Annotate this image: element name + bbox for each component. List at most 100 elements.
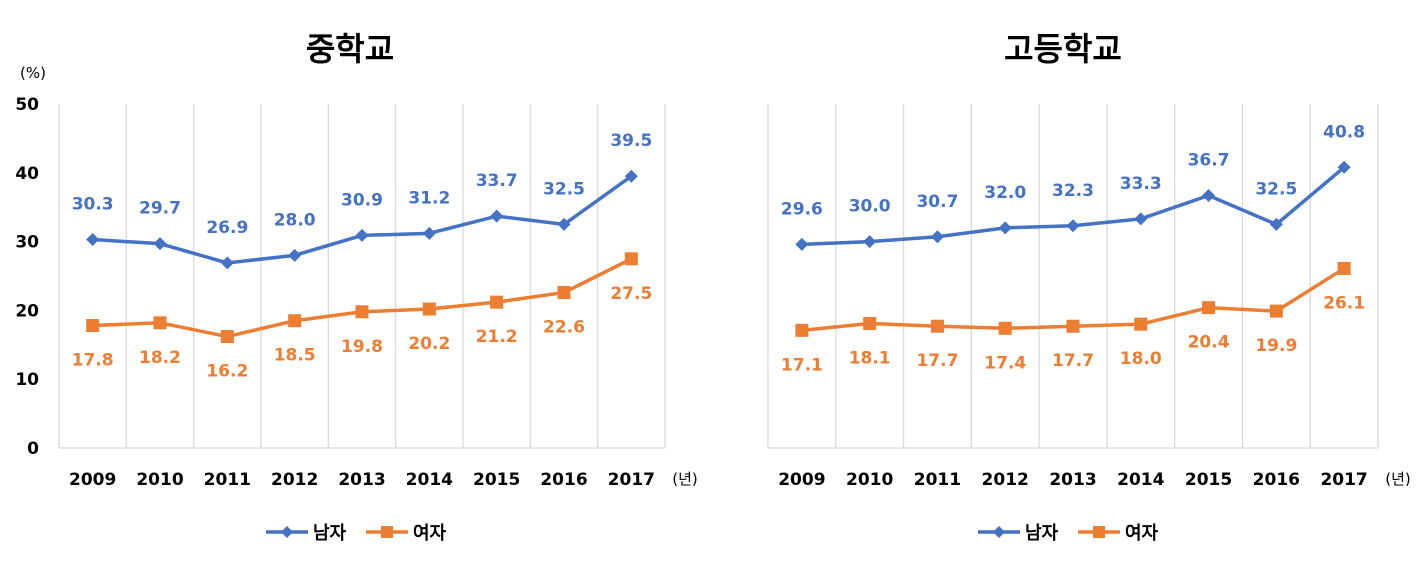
x-tick-label: 2014 (1117, 470, 1164, 490)
legend-label: 여자 (413, 523, 447, 544)
data-label: 26.9 (206, 218, 248, 238)
data-label: 29.6 (781, 199, 823, 219)
x-tick-label: 2009 (778, 470, 825, 490)
legend: 남자 여자 (978, 523, 1159, 544)
x-tick-label: 2017 (1320, 470, 1367, 490)
x-tick-label: 2017 (608, 470, 655, 490)
data-point-male (930, 230, 944, 244)
data-label: 28.0 (274, 210, 316, 230)
data-label: 18.1 (849, 348, 891, 368)
data-point-male (557, 217, 571, 231)
x-tick-label: 2011 (914, 470, 961, 490)
x-tick-label: 2012 (271, 470, 318, 490)
legend: 남자 여자 (266, 523, 447, 544)
data-label: 32.5 (543, 179, 585, 199)
x-tick-label: 2015 (473, 470, 520, 490)
data-label: 17.8 (72, 351, 114, 371)
data-point-female (86, 319, 100, 333)
data-point-female (998, 321, 1012, 335)
data-point-male (1066, 219, 1080, 233)
data-point-male (355, 228, 369, 242)
data-point-male (86, 233, 100, 247)
data-label: 18.0 (1120, 349, 1162, 369)
data-point-male (1202, 189, 1216, 203)
data-label: 32.0 (984, 183, 1026, 203)
x-tick-label: 2010 (136, 470, 183, 490)
data-label: 18.5 (274, 346, 316, 366)
data-point-female (1134, 317, 1148, 331)
data-point-female (153, 316, 167, 330)
y-tick-label: 0 (27, 439, 39, 459)
data-point-female (1337, 261, 1351, 275)
x-tick-label: 2012 (982, 470, 1029, 490)
data-label: 20.4 (1188, 333, 1230, 353)
data-label: 30.7 (916, 192, 958, 212)
data-point-male (153, 237, 167, 251)
data-point-female (1066, 319, 1080, 333)
data-point-female (355, 305, 369, 319)
data-point-male (624, 169, 638, 183)
chart-1: 중학교 0 10 20 30 40 50 (%) 2009 2010 2011 2012 2013 201… (15, 30, 697, 544)
data-point-female (557, 286, 571, 300)
data-point-female (220, 330, 234, 344)
y-tick-label: 40 (15, 164, 39, 184)
data-point-male (422, 226, 436, 240)
y-axis-unit: (%) (20, 64, 46, 82)
data-label: 33.7 (476, 171, 518, 191)
x-tick-label: 2013 (1049, 470, 1096, 490)
data-label: 17.7 (1052, 351, 1094, 371)
data-label: 29.7 (139, 199, 181, 219)
legend-marker-square (381, 526, 393, 538)
data-point-male (795, 237, 809, 251)
x-tick-label: 2011 (204, 470, 251, 490)
data-label: 32.3 (1052, 181, 1094, 201)
chart-title: 고등학교 (1004, 30, 1122, 68)
data-label: 21.2 (476, 327, 518, 347)
y-tick-label: 30 (15, 233, 39, 253)
data-point-female (288, 314, 302, 328)
data-label: 31.2 (408, 188, 450, 208)
data-label: 20.2 (408, 334, 450, 354)
legend-label: 여자 (1125, 523, 1159, 544)
data-label: 22.6 (543, 318, 585, 338)
data-point-female (930, 319, 944, 333)
data-label: 19.9 (1255, 336, 1297, 356)
data-point-female (863, 316, 877, 330)
data-label: 39.5 (610, 131, 652, 151)
y-tick-label: 20 (15, 301, 39, 321)
data-point-female (1269, 304, 1283, 318)
chart-2: 고등학교 2009 2010 2011 2012 2013 2014 2015 2016 2017… (767, 30, 1411, 544)
data-point-male (1337, 160, 1351, 174)
data-label: 33.3 (1120, 174, 1162, 194)
data-label: 30.9 (341, 190, 383, 210)
data-label: 36.7 (1188, 151, 1230, 171)
x-tick-label: 2016 (540, 470, 587, 490)
legend-label: 남자 (1025, 523, 1059, 544)
data-point-male (220, 256, 234, 270)
x-tick-label: 2015 (1185, 470, 1232, 490)
data-label: 30.0 (849, 197, 891, 217)
data-point-female (490, 295, 504, 309)
chart-title: 중학교 (306, 30, 394, 68)
data-label: 17.1 (781, 355, 823, 375)
data-point-male (863, 235, 877, 249)
x-axis-unit: (년) (1385, 470, 1411, 488)
data-point-male (490, 209, 504, 223)
y-tick-label: 10 (15, 370, 39, 390)
data-point-female (1202, 301, 1216, 315)
y-tick-label: 50 (15, 95, 39, 115)
data-label: 40.8 (1323, 122, 1365, 142)
x-tick-label: 2009 (69, 470, 116, 490)
data-point-male (1269, 217, 1283, 231)
data-point-male (288, 248, 302, 262)
x-tick-label: 2013 (338, 470, 385, 490)
legend-marker-diamond (281, 526, 293, 538)
legend-marker-square (1093, 526, 1105, 538)
data-point-female (795, 323, 809, 337)
data-point-male (1134, 212, 1148, 226)
data-label: 30.3 (72, 195, 114, 215)
data-label: 26.1 (1323, 293, 1365, 313)
data-point-female (422, 302, 436, 316)
data-label: 16.2 (206, 362, 248, 382)
